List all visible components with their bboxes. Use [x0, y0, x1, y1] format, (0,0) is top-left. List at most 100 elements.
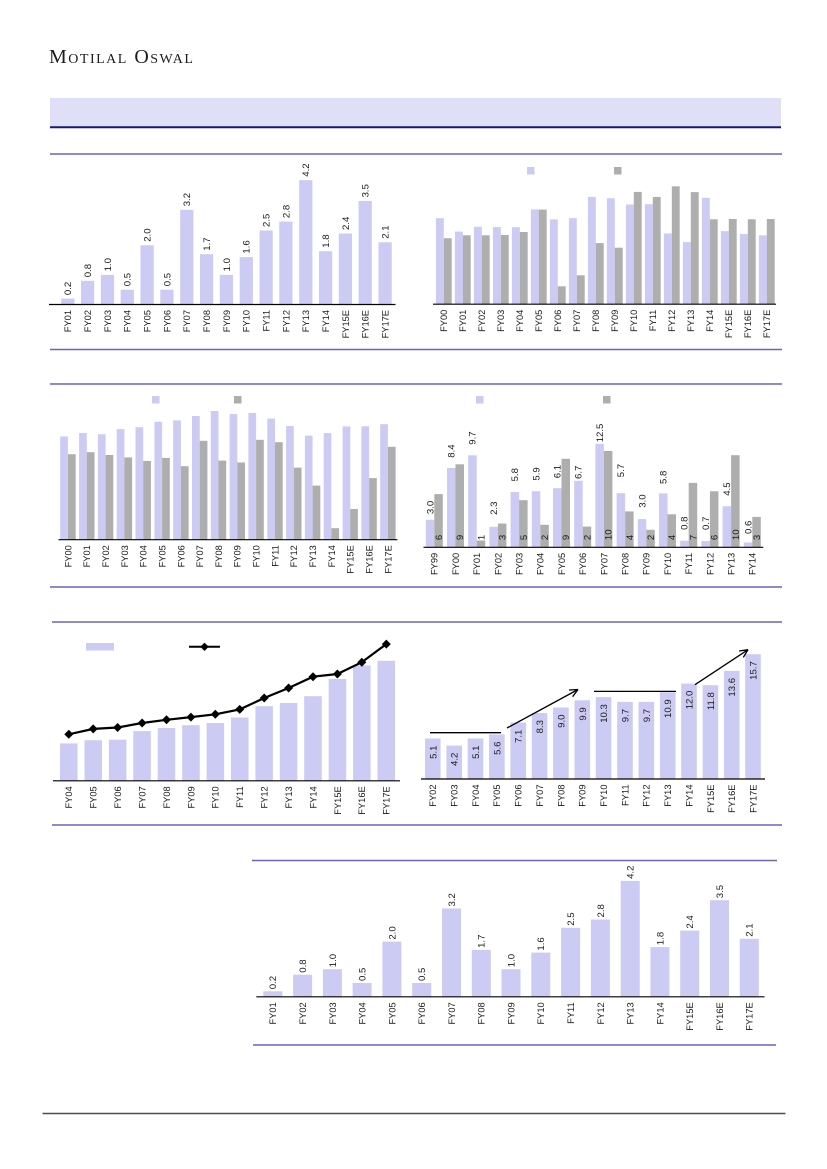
svg-text:5.1: 5.1 — [471, 746, 482, 759]
svg-text:3: 3 — [752, 535, 763, 540]
svg-text:FY02: FY02 — [428, 785, 438, 807]
svg-text:12.0: 12.0 — [685, 691, 696, 710]
svg-text:FY04: FY04 — [471, 785, 481, 807]
svg-text:FY11: FY11 — [262, 310, 272, 332]
svg-text:FY13: FY13 — [686, 310, 696, 332]
svg-text:0.5: 0.5 — [123, 273, 134, 286]
svg-text:0.2: 0.2 — [63, 282, 74, 295]
svg-text:0.7: 0.7 — [701, 517, 712, 530]
svg-text:9.9: 9.9 — [578, 707, 589, 720]
svg-text:FY15E: FY15E — [724, 310, 734, 338]
svg-text:FY13: FY13 — [301, 310, 311, 332]
svg-text:FY11: FY11 — [270, 545, 280, 567]
svg-text:8.4: 8.4 — [447, 444, 458, 458]
svg-text:FY09: FY09 — [222, 310, 232, 332]
svg-text:FY11: FY11 — [684, 553, 694, 575]
svg-text:3: 3 — [498, 535, 509, 540]
svg-text:1.8: 1.8 — [655, 932, 666, 945]
svg-text:FY16E: FY16E — [365, 545, 375, 573]
svg-text:FY16E: FY16E — [357, 786, 367, 814]
svg-text:FY05: FY05 — [534, 310, 544, 332]
svg-text:1.0: 1.0 — [103, 258, 114, 271]
svg-text:FY08: FY08 — [477, 1002, 487, 1024]
svg-text:FY03: FY03 — [450, 785, 460, 807]
svg-text:FY99: FY99 — [430, 553, 440, 575]
svg-text:2: 2 — [582, 535, 593, 540]
svg-text:FY07: FY07 — [447, 1002, 457, 1024]
svg-text:FY15E: FY15E — [333, 786, 343, 814]
svg-text:1: 1 — [476, 535, 487, 540]
svg-text:9.7: 9.7 — [642, 709, 653, 722]
svg-text:FY08: FY08 — [202, 310, 212, 332]
svg-text:FY04: FY04 — [536, 553, 546, 575]
svg-text:7: 7 — [688, 535, 699, 540]
svg-text:FY05: FY05 — [89, 786, 99, 808]
svg-text:5.9: 5.9 — [531, 467, 542, 480]
svg-text:10: 10 — [604, 529, 615, 540]
svg-text:12.5: 12.5 — [595, 424, 606, 443]
svg-text:2.3: 2.3 — [489, 502, 500, 515]
svg-text:FY04: FY04 — [123, 310, 133, 332]
svg-text:FY05: FY05 — [557, 553, 567, 575]
svg-text:FY10: FY10 — [629, 310, 639, 332]
svg-text:4: 4 — [667, 534, 678, 540]
svg-text:FY08: FY08 — [556, 785, 566, 807]
svg-text:FY05: FY05 — [143, 310, 153, 332]
svg-text:0.8: 0.8 — [298, 959, 309, 972]
svg-text:2.8: 2.8 — [596, 904, 607, 917]
svg-text:10: 10 — [731, 529, 742, 540]
svg-text:0.5: 0.5 — [162, 273, 173, 286]
svg-text:2: 2 — [540, 535, 551, 540]
svg-text:0.2: 0.2 — [268, 976, 279, 989]
svg-text:4.2: 4.2 — [450, 753, 461, 766]
svg-text:FY09: FY09 — [578, 785, 588, 807]
svg-text:2.4: 2.4 — [341, 216, 352, 230]
svg-text:10.3: 10.3 — [599, 704, 610, 723]
svg-text:FY08: FY08 — [162, 786, 172, 808]
svg-text:FY16E: FY16E — [727, 785, 737, 813]
svg-text:3.2: 3.2 — [447, 893, 458, 906]
svg-text:1.0: 1.0 — [328, 954, 339, 967]
svg-text:FY12: FY12 — [281, 310, 291, 332]
svg-text:FY01: FY01 — [82, 545, 92, 567]
svg-text:FY10: FY10 — [242, 310, 252, 332]
svg-text:FY14: FY14 — [684, 785, 694, 807]
svg-text:FY14: FY14 — [705, 310, 715, 332]
svg-text:FY12: FY12 — [705, 553, 715, 575]
svg-text:5.1: 5.1 — [428, 746, 439, 759]
svg-text:1.8: 1.8 — [321, 234, 332, 247]
svg-text:6: 6 — [710, 535, 721, 540]
svg-text:6: 6 — [434, 535, 445, 540]
svg-text:2.5: 2.5 — [566, 912, 577, 925]
svg-text:FY13: FY13 — [626, 1002, 636, 1024]
svg-text:2: 2 — [646, 535, 657, 540]
svg-text:13.6: 13.6 — [727, 678, 738, 697]
svg-text:FY06: FY06 — [162, 310, 172, 332]
svg-text:FY04: FY04 — [139, 545, 149, 567]
svg-text:FY03: FY03 — [103, 310, 113, 332]
svg-text:1.0: 1.0 — [222, 258, 233, 271]
svg-text:FY08: FY08 — [214, 545, 224, 567]
svg-text:FY12: FY12 — [642, 785, 652, 807]
svg-text:5.8: 5.8 — [510, 468, 521, 481]
svg-text:0.8: 0.8 — [680, 517, 691, 530]
svg-text:3.0: 3.0 — [637, 494, 648, 507]
svg-text:3.2: 3.2 — [182, 193, 193, 206]
svg-text:10.9: 10.9 — [663, 699, 674, 718]
svg-text:FY17E: FY17E — [762, 310, 772, 338]
svg-text:FY14: FY14 — [748, 553, 758, 575]
svg-text:FY16E: FY16E — [743, 310, 753, 338]
svg-text:7.1: 7.1 — [514, 730, 525, 743]
svg-text:6.1: 6.1 — [553, 465, 564, 478]
svg-text:6.7: 6.7 — [574, 466, 585, 479]
svg-text:FY02: FY02 — [101, 545, 111, 567]
svg-text:FY06: FY06 — [113, 786, 123, 808]
svg-text:FY16E: FY16E — [715, 1002, 725, 1030]
svg-text:1.6: 1.6 — [242, 240, 253, 253]
svg-text:FY00: FY00 — [63, 545, 73, 567]
svg-text:FY03: FY03 — [120, 545, 130, 567]
svg-text:FY14: FY14 — [321, 310, 331, 332]
svg-text:FY11: FY11 — [648, 310, 658, 332]
svg-text:FY10: FY10 — [252, 545, 262, 567]
svg-text:FY10: FY10 — [663, 553, 673, 575]
